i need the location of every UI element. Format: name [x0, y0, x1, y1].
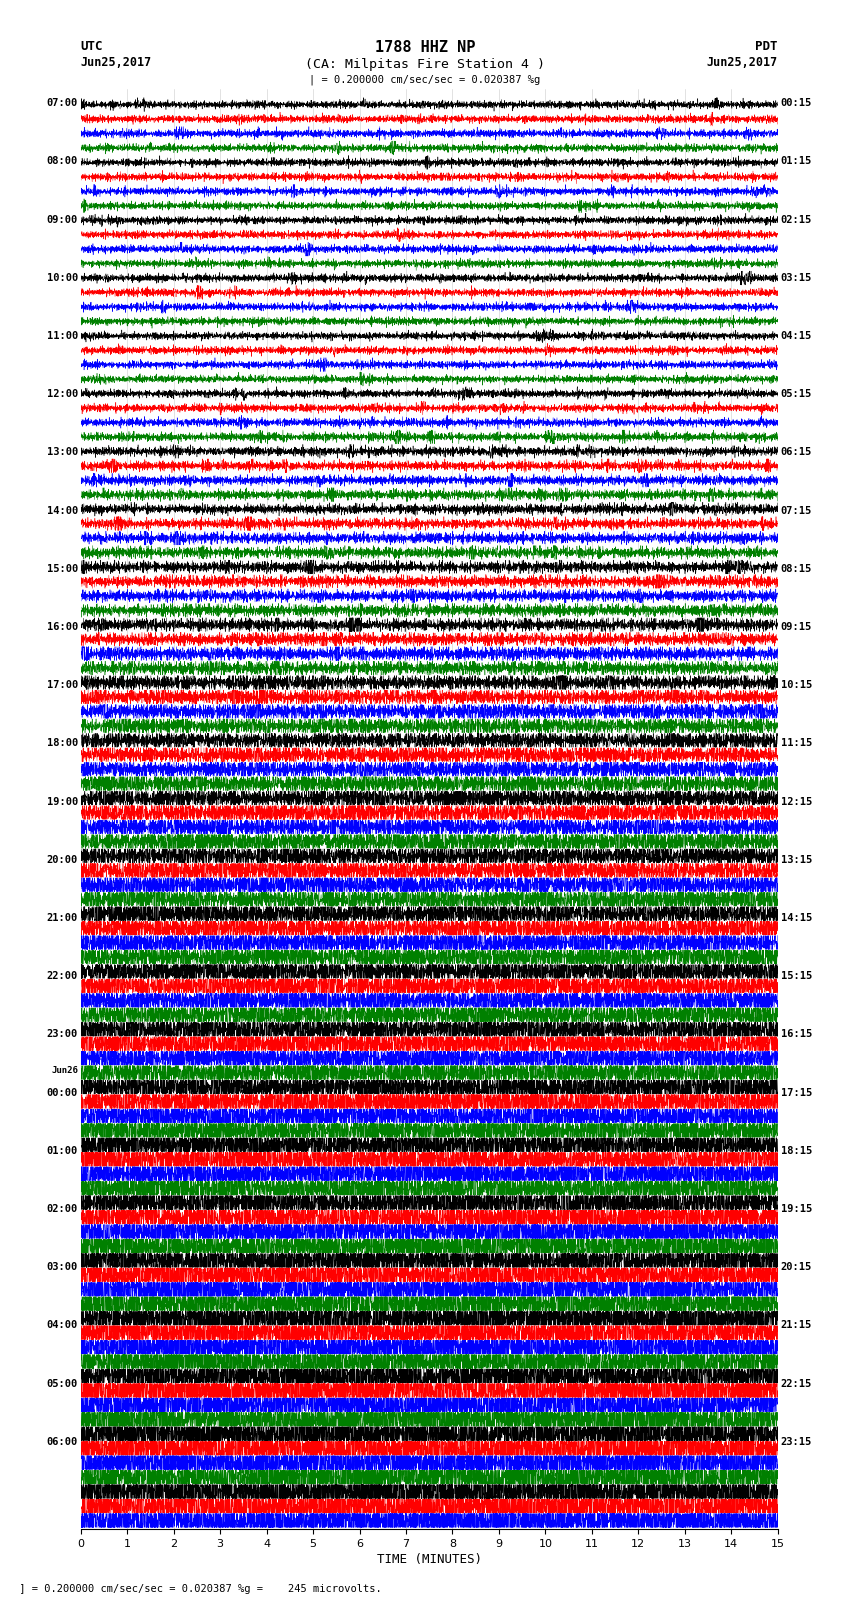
Text: 16:15: 16:15 [780, 1029, 812, 1039]
Text: 02:15: 02:15 [780, 215, 812, 224]
Text: 14:15: 14:15 [780, 913, 812, 923]
Text: 06:15: 06:15 [780, 447, 812, 458]
Text: 01:15: 01:15 [780, 156, 812, 166]
Text: 22:15: 22:15 [780, 1379, 812, 1389]
Text: 09:15: 09:15 [780, 623, 812, 632]
Text: 10:15: 10:15 [780, 681, 812, 690]
Text: 23:15: 23:15 [780, 1437, 812, 1447]
Text: 00:00: 00:00 [47, 1087, 78, 1097]
Text: 17:00: 17:00 [47, 681, 78, 690]
Text: 20:00: 20:00 [47, 855, 78, 865]
Text: 11:00: 11:00 [47, 331, 78, 340]
Text: 1788 HHZ NP: 1788 HHZ NP [375, 40, 475, 55]
Text: 16:00: 16:00 [47, 623, 78, 632]
Text: 00:15: 00:15 [780, 98, 812, 108]
X-axis label: TIME (MINUTES): TIME (MINUTES) [377, 1553, 482, 1566]
Text: 21:15: 21:15 [780, 1321, 812, 1331]
Text: 04:00: 04:00 [47, 1321, 78, 1331]
Text: 05:15: 05:15 [780, 389, 812, 400]
Text: 07:00: 07:00 [47, 98, 78, 108]
Text: 18:15: 18:15 [780, 1145, 812, 1157]
Text: 15:15: 15:15 [780, 971, 812, 981]
Text: (CA: Milpitas Fire Station 4 ): (CA: Milpitas Fire Station 4 ) [305, 58, 545, 71]
Text: 20:15: 20:15 [780, 1263, 812, 1273]
Text: 02:00: 02:00 [47, 1203, 78, 1215]
Text: PDT: PDT [756, 40, 778, 53]
Text: 10:00: 10:00 [47, 273, 78, 282]
Text: 08:15: 08:15 [780, 565, 812, 574]
Text: 04:15: 04:15 [780, 331, 812, 340]
Text: | = 0.200000 cm/sec/sec = 0.020387 %g: | = 0.200000 cm/sec/sec = 0.020387 %g [309, 74, 541, 85]
Text: 21:00: 21:00 [47, 913, 78, 923]
Text: 03:15: 03:15 [780, 273, 812, 282]
Text: 19:15: 19:15 [780, 1203, 812, 1215]
Text: 05:00: 05:00 [47, 1379, 78, 1389]
Text: 17:15: 17:15 [780, 1087, 812, 1097]
Text: 01:00: 01:00 [47, 1145, 78, 1157]
Text: 06:00: 06:00 [47, 1437, 78, 1447]
Text: 15:00: 15:00 [47, 565, 78, 574]
Text: Jun26: Jun26 [51, 1066, 78, 1074]
Text: 03:00: 03:00 [47, 1263, 78, 1273]
Text: 12:15: 12:15 [780, 797, 812, 806]
Text: 23:00: 23:00 [47, 1029, 78, 1039]
Text: 08:00: 08:00 [47, 156, 78, 166]
Text: 11:15: 11:15 [780, 739, 812, 748]
Text: 12:00: 12:00 [47, 389, 78, 400]
Text: 13:15: 13:15 [780, 855, 812, 865]
Text: 13:00: 13:00 [47, 447, 78, 458]
Text: ] = 0.200000 cm/sec/sec = 0.020387 %g =    245 microvolts.: ] = 0.200000 cm/sec/sec = 0.020387 %g = … [13, 1584, 382, 1594]
Text: 22:00: 22:00 [47, 971, 78, 981]
Text: UTC: UTC [81, 40, 103, 53]
Text: 07:15: 07:15 [780, 505, 812, 516]
Text: 19:00: 19:00 [47, 797, 78, 806]
Text: Jun25,2017: Jun25,2017 [706, 56, 778, 69]
Text: 14:00: 14:00 [47, 505, 78, 516]
Text: 18:00: 18:00 [47, 739, 78, 748]
Text: Jun25,2017: Jun25,2017 [81, 56, 152, 69]
Text: 09:00: 09:00 [47, 215, 78, 224]
